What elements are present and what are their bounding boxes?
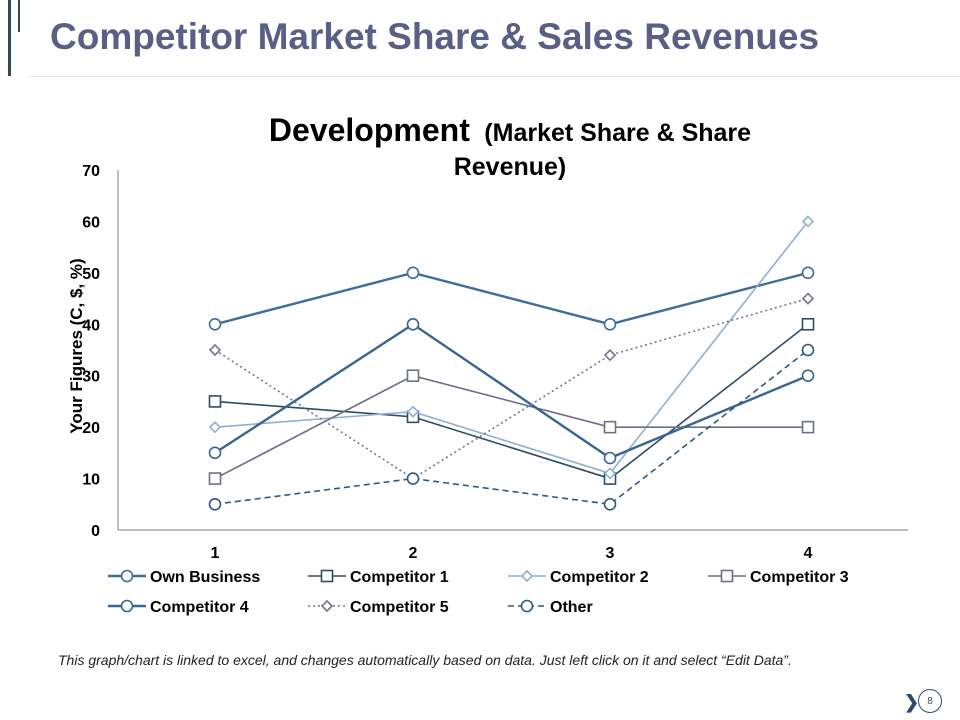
legend-item[interactable]: Competitor 3 bbox=[708, 569, 849, 586]
series-line[interactable] bbox=[214, 271, 809, 326]
legend-item[interactable]: Competitor 5 bbox=[308, 599, 449, 616]
header-divider bbox=[28, 76, 960, 77]
data-point[interactable] bbox=[208, 497, 222, 511]
legend-label: Other bbox=[550, 599, 593, 616]
chart-subtitle-line2: Revenue) bbox=[454, 153, 567, 181]
y-tick-label: 30 bbox=[82, 369, 100, 386]
legend-marker[interactable] bbox=[120, 599, 134, 613]
legend-item[interactable]: Own Business bbox=[108, 569, 260, 586]
x-tick-label: 3 bbox=[606, 545, 615, 562]
y-tick-label: 60 bbox=[82, 214, 100, 231]
x-tick-label: 1 bbox=[211, 545, 220, 562]
y-tick-label: 50 bbox=[82, 266, 100, 283]
series-competitor-2 bbox=[208, 215, 815, 480]
data-point[interactable] bbox=[603, 451, 617, 465]
line-chart[interactable]: Development (Market Share & Share Revenu… bbox=[0, 0, 960, 640]
x-tick-label: 4 bbox=[804, 545, 813, 562]
y-tick-label: 70 bbox=[82, 163, 100, 180]
header-accent-bar bbox=[8, 0, 11, 76]
data-point[interactable] bbox=[603, 317, 617, 331]
series-competitor-4 bbox=[208, 317, 815, 465]
legend-label: Competitor 3 bbox=[750, 569, 849, 586]
legend-label: Competitor 2 bbox=[550, 569, 649, 586]
footnote: This graph/chart is linked to excel, and… bbox=[58, 652, 792, 668]
legend-item[interactable]: Competitor 4 bbox=[108, 599, 249, 616]
series-line[interactable] bbox=[214, 297, 809, 480]
data-point[interactable] bbox=[603, 467, 617, 480]
chart-legend: Own Business Competitor 1 Competitor 2 Comp… bbox=[108, 569, 849, 616]
data-point[interactable] bbox=[801, 343, 815, 357]
x-tick-label: 2 bbox=[409, 545, 418, 562]
data-point[interactable] bbox=[801, 292, 815, 305]
series-line[interactable] bbox=[214, 322, 809, 460]
y-tick-label: 40 bbox=[82, 317, 100, 334]
data-point[interactable] bbox=[603, 349, 617, 362]
data-point[interactable] bbox=[801, 369, 815, 383]
series-other bbox=[208, 343, 815, 511]
chart-axes: 0 10 20 30 40 50 60 70 1 2 3 4 bbox=[82, 163, 908, 562]
data-point[interactable] bbox=[406, 317, 420, 331]
y-tick-label: 0 bbox=[91, 523, 100, 540]
series-layer bbox=[208, 215, 815, 511]
legend-label: Competitor 4 bbox=[150, 599, 249, 616]
legend-marker[interactable] bbox=[520, 569, 534, 583]
data-point[interactable] bbox=[208, 446, 222, 460]
legend-item[interactable]: Competitor 1 bbox=[308, 569, 449, 586]
series-competitor-5 bbox=[208, 292, 815, 485]
data-point[interactable] bbox=[406, 472, 420, 485]
series-own-business bbox=[208, 266, 815, 331]
data-point[interactable] bbox=[801, 215, 815, 228]
data-point[interactable] bbox=[406, 369, 420, 383]
data-point[interactable] bbox=[801, 420, 815, 434]
legend-marker[interactable] bbox=[720, 569, 734, 583]
chevron-right-icon[interactable]: ❯ bbox=[904, 692, 920, 712]
series-line[interactable] bbox=[214, 349, 809, 506]
page-number: 8 bbox=[918, 689, 942, 713]
legend-item[interactable]: Competitor 2 bbox=[508, 569, 649, 586]
legend-item[interactable]: Other bbox=[508, 599, 593, 616]
series-line[interactable] bbox=[214, 220, 809, 475]
y-axis-title: Your Figures (C, $, %) bbox=[67, 258, 86, 433]
y-tick-label: 10 bbox=[82, 472, 100, 489]
y-tick-label: 20 bbox=[82, 420, 100, 437]
legend-marker[interactable] bbox=[120, 569, 134, 583]
data-point[interactable] bbox=[208, 395, 222, 408]
page-title: Competitor Market Share & Sales Revenues bbox=[50, 16, 820, 57]
data-point[interactable] bbox=[801, 317, 815, 331]
data-point[interactable] bbox=[208, 421, 222, 434]
legend-marker[interactable] bbox=[520, 599, 534, 613]
legend-marker[interactable] bbox=[320, 569, 334, 583]
data-point[interactable] bbox=[406, 405, 420, 418]
data-point[interactable] bbox=[603, 420, 617, 434]
data-point[interactable] bbox=[801, 266, 815, 280]
data-point[interactable] bbox=[208, 343, 222, 357]
data-point[interactable] bbox=[208, 472, 222, 485]
header-accent-bar-thin bbox=[18, 0, 20, 32]
series-line[interactable] bbox=[214, 323, 809, 480]
chart-title: Development (Market Share & Share bbox=[269, 112, 751, 148]
data-point[interactable] bbox=[406, 266, 420, 280]
legend-marker[interactable] bbox=[320, 599, 334, 613]
y-axis-title-group: Your Figures (C, $, %) bbox=[67, 258, 86, 433]
chart-title-main: Development bbox=[269, 112, 470, 148]
data-point[interactable] bbox=[603, 497, 617, 511]
legend-label: Competitor 1 bbox=[350, 569, 449, 586]
data-point[interactable] bbox=[208, 317, 222, 331]
legend-label: Competitor 5 bbox=[350, 599, 449, 616]
series-competitor-3 bbox=[208, 369, 815, 485]
legend-label: Own Business bbox=[150, 569, 260, 586]
chart-subtitle-line1: (Market Share & Share bbox=[484, 119, 751, 147]
